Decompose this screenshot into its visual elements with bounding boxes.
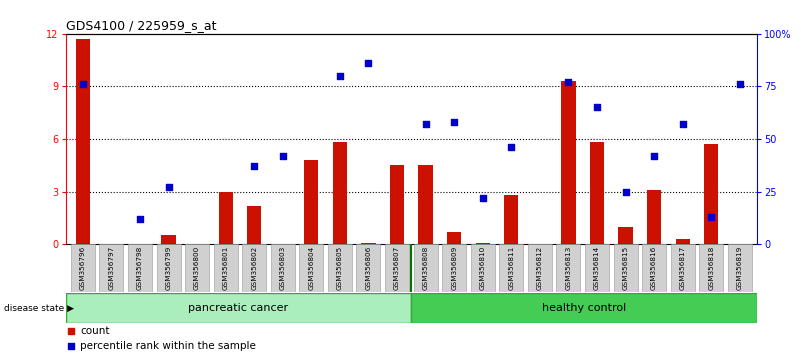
Text: GSM356796: GSM356796 <box>80 246 86 290</box>
Text: GSM356804: GSM356804 <box>308 246 314 290</box>
Bar <box>128 244 152 292</box>
Text: GSM356819: GSM356819 <box>737 246 743 290</box>
Bar <box>670 244 694 292</box>
Text: GSM356812: GSM356812 <box>537 246 543 290</box>
Text: GSM356797: GSM356797 <box>108 246 115 290</box>
Bar <box>585 244 609 292</box>
Bar <box>642 244 666 292</box>
Bar <box>328 244 352 292</box>
Bar <box>557 244 581 292</box>
Bar <box>562 81 576 244</box>
Bar <box>675 239 690 244</box>
Bar <box>75 39 90 244</box>
Point <box>734 81 747 87</box>
Bar <box>418 165 433 244</box>
Bar <box>332 142 347 244</box>
Text: GSM356800: GSM356800 <box>194 246 200 290</box>
Text: GSM356799: GSM356799 <box>166 246 171 290</box>
Text: disease state ▶: disease state ▶ <box>4 304 74 313</box>
Text: GSM356801: GSM356801 <box>223 246 228 290</box>
Bar <box>504 195 518 244</box>
Point <box>301 291 314 297</box>
Bar <box>614 244 638 292</box>
Bar <box>161 235 175 244</box>
Text: GSM356806: GSM356806 <box>365 246 372 290</box>
Bar <box>442 244 466 292</box>
Point <box>676 121 689 127</box>
Bar <box>156 244 180 292</box>
Text: GSM356809: GSM356809 <box>451 246 457 290</box>
Text: GSM356802: GSM356802 <box>252 246 257 290</box>
Point <box>705 214 718 220</box>
Bar <box>356 244 380 292</box>
Bar <box>618 227 633 244</box>
Text: count: count <box>80 326 110 336</box>
Bar <box>390 165 405 244</box>
Text: GSM356808: GSM356808 <box>423 246 429 290</box>
Bar <box>185 244 209 292</box>
Point <box>477 195 489 201</box>
Text: GSM356817: GSM356817 <box>680 246 686 290</box>
Bar <box>699 244 723 292</box>
Bar <box>300 244 324 292</box>
Bar <box>66 293 412 323</box>
Bar <box>499 244 523 292</box>
Text: pancreatic cancer: pancreatic cancer <box>188 303 288 313</box>
Point <box>648 153 661 159</box>
Text: GSM356803: GSM356803 <box>280 246 286 290</box>
Text: GSM356814: GSM356814 <box>594 246 600 290</box>
Bar <box>412 293 757 323</box>
Point <box>505 144 517 150</box>
Text: GSM356815: GSM356815 <box>622 246 629 290</box>
Bar <box>471 244 495 292</box>
Point <box>134 216 147 222</box>
Bar <box>647 190 662 244</box>
Point <box>301 161 314 166</box>
Point <box>162 184 175 190</box>
Text: GSM356805: GSM356805 <box>337 246 343 290</box>
Bar <box>385 244 409 292</box>
Point <box>448 119 461 125</box>
Text: GSM356813: GSM356813 <box>566 246 571 290</box>
Bar <box>247 206 261 244</box>
Text: GSM356807: GSM356807 <box>394 246 400 290</box>
Text: GDS4100 / 225959_s_at: GDS4100 / 225959_s_at <box>66 19 216 33</box>
Point <box>562 79 575 85</box>
Text: GSM356810: GSM356810 <box>480 246 485 290</box>
Bar <box>219 192 233 244</box>
Point <box>248 164 260 169</box>
Text: GSM356816: GSM356816 <box>651 246 657 290</box>
Point <box>276 153 289 159</box>
Bar <box>304 160 319 244</box>
Point <box>590 104 603 110</box>
Point <box>419 121 432 127</box>
Bar <box>704 144 718 244</box>
Bar <box>728 244 752 292</box>
Text: GSM356818: GSM356818 <box>708 246 714 290</box>
Bar <box>214 244 238 292</box>
Bar <box>528 244 552 292</box>
Text: percentile rank within the sample: percentile rank within the sample <box>80 341 256 351</box>
Bar <box>99 244 123 292</box>
Bar <box>476 242 490 244</box>
Bar <box>242 244 266 292</box>
Point <box>362 60 375 66</box>
Text: GSM356798: GSM356798 <box>137 246 143 290</box>
Point <box>76 81 89 87</box>
Bar <box>590 142 604 244</box>
Point <box>619 189 632 194</box>
Point <box>333 73 346 79</box>
Text: healthy control: healthy control <box>542 303 626 313</box>
Bar <box>271 244 295 292</box>
Bar <box>70 244 95 292</box>
Text: GSM356811: GSM356811 <box>509 246 514 290</box>
Bar <box>413 244 437 292</box>
Bar <box>447 232 461 244</box>
